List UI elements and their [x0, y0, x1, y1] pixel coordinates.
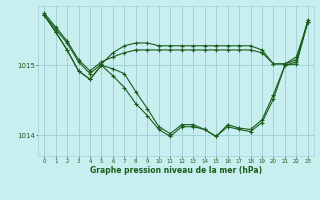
X-axis label: Graphe pression niveau de la mer (hPa): Graphe pression niveau de la mer (hPa)	[90, 166, 262, 175]
